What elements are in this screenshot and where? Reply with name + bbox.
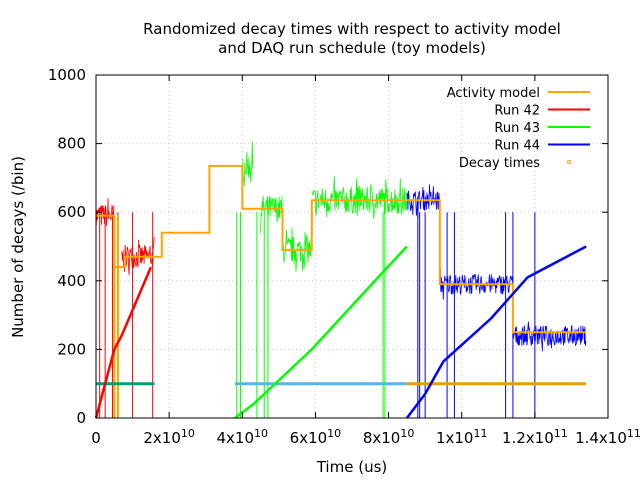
x-tick-label: 1.2x1011 [502,427,568,447]
x-tick-label: 1x1011 [436,427,488,447]
legend-label: Run 42 [494,104,540,119]
plot-area [94,141,608,420]
run43-histogram [241,141,254,187]
legend-label: Decay times [459,156,540,171]
y-tick-label: 1000 [48,66,86,84]
y-tick-label: 0 [76,409,86,427]
y-tick-label: 600 [57,203,86,221]
legend-label: Run 44 [494,139,540,154]
run44-histogram [512,321,587,352]
chart-title-line-2: and DAQ run schedule (toy models) [218,39,486,57]
axes-ticks: 0 200 400 600 800 1000 0 2x1010 4x1010 6x1010 8x10… [48,66,640,447]
chart-title-line-1: Randomized decay times with respect to a… [143,20,561,38]
y-tick-label: 800 [57,135,86,153]
activity-model-line [96,164,587,334]
y-axis-label: Number of decays (/bin) [9,156,27,338]
run42-cumulative-line [94,266,153,419]
x-tick-label: 1.4x1011 [575,427,640,447]
x-tick-label: 2x1010 [143,427,195,447]
legend-label: Activity model [447,86,540,101]
x-axis-label: Time (us) [316,458,388,476]
run44-histogram [406,184,440,219]
y-tick-label: 200 [57,340,86,358]
run44-cumulative-line [405,245,587,419]
legend-label: Run 43 [494,121,540,136]
plot-frame [95,74,609,419]
legend-swatch [567,160,571,164]
x-tick-label: 8x1010 [363,427,415,447]
legend: Activity model Run 42 Run 43 Run 44 Decay ti… [447,86,590,171]
x-tick-label: 0 [91,429,101,447]
run42-histogram [121,236,155,276]
run44-histogram [439,267,514,300]
y-tick-label: 400 [57,272,86,290]
x-tick-label: 4x1010 [217,427,269,447]
x-tick-label: 6x1010 [290,427,342,447]
run43-cumulative-line [234,245,408,420]
